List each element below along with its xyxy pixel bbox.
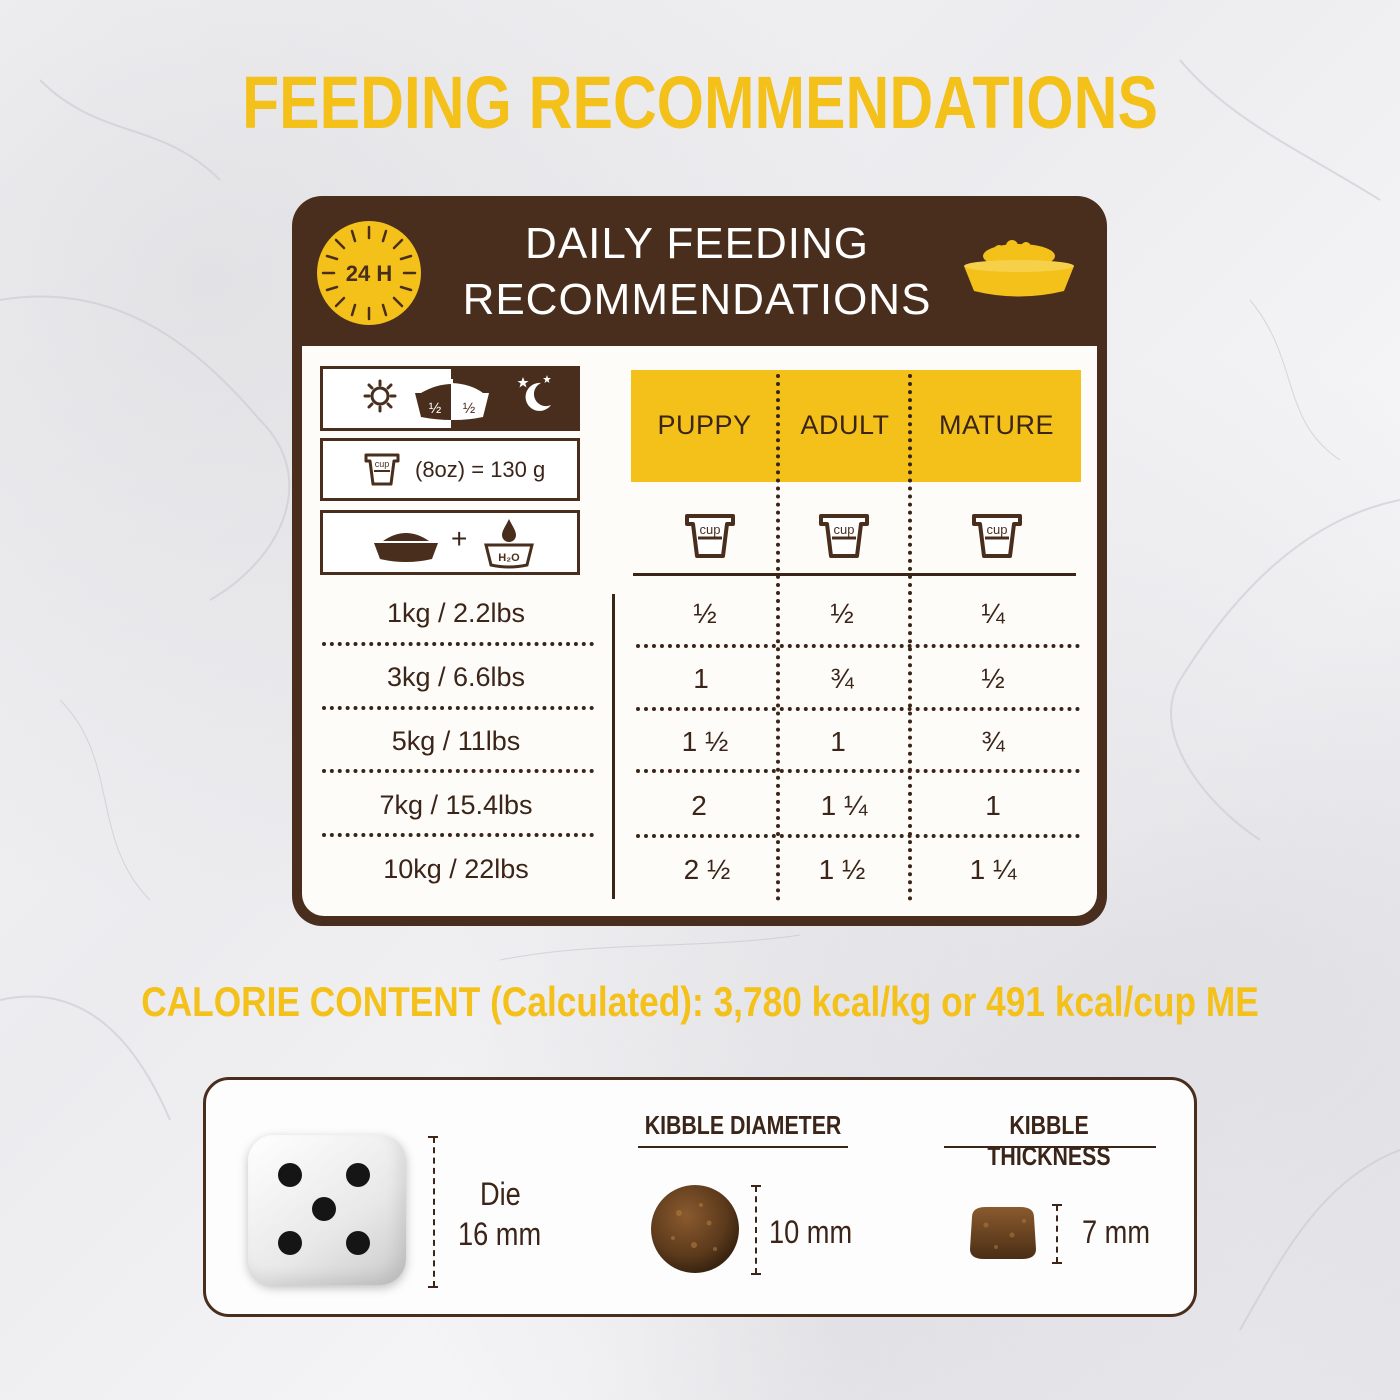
mature-cup-icon: cup <box>972 514 1022 558</box>
split-label-left: ½ <box>429 400 442 417</box>
weight-row-3: 5kg / 11lbs <box>391 726 521 756</box>
cup-icon: cup <box>364 453 400 486</box>
24h-clock-icon: 24 H <box>317 221 421 325</box>
cup-conversion: (8oz) = 130 g <box>415 457 546 482</box>
column-mature: MATURE <box>939 410 1054 440</box>
kibble-size-card: Die 16 mm KIBBLE DIAMETER 10 mm KIBBLE T… <box>203 1077 1197 1317</box>
kibble-diameter-image <box>651 1185 739 1273</box>
column-adult: ADULT <box>800 410 890 440</box>
table-heading-line1: DAILY FEEDING <box>525 219 869 268</box>
cell-mature-5: 1 ¼ <box>969 854 1017 885</box>
cell-puppy-2: 1 <box>693 663 709 694</box>
plus-sign: + <box>451 523 468 554</box>
feeding-table-card: 24 H DAILY FEEDING RECOMMENDATIONS <box>292 196 1107 926</box>
column-header-band <box>631 370 1081 482</box>
svg-text:cup: cup <box>987 522 1008 537</box>
legend-water-box: + H₂O <box>320 510 580 575</box>
die-pip <box>346 1163 370 1187</box>
cell-adult-2: ¾ <box>830 663 854 694</box>
thickness-measure-cap <box>1052 1204 1062 1206</box>
row-divider <box>322 642 594 646</box>
die-pip <box>278 1231 302 1255</box>
diameter-underline <box>638 1146 848 1148</box>
thickness-underline <box>944 1146 1156 1148</box>
cell-puppy-5: 2 ½ <box>683 854 731 885</box>
cell-puppy-3: 1 ½ <box>681 726 729 757</box>
die-measure-cap <box>428 1136 438 1138</box>
calorie-content: CALORIE CONTENT (Calculated): 3,780 kcal… <box>141 978 1259 1025</box>
legend-split-box: ½ ½ <box>320 366 580 431</box>
die-measure-cap <box>428 1286 438 1288</box>
sun-icon <box>363 379 397 413</box>
cell-mature-3: ¾ <box>981 726 1005 757</box>
water-bowl-icon: H₂O <box>484 519 534 569</box>
row-divider <box>636 769 1080 773</box>
row-divider <box>636 644 1080 648</box>
adult-cup-icon: cup <box>819 514 869 558</box>
kibble-thickness-heading: KIBBLE THICKNESS <box>987 1110 1111 1171</box>
feeding-table: ½ ½ cup (8oz) = 130 g + <box>302 346 1097 916</box>
thickness-measure-line <box>1056 1205 1058 1263</box>
weight-row-2: 3kg / 6.6lbs <box>386 662 526 692</box>
weight-row-4: 7kg / 15.4lbs <box>379 790 533 820</box>
kibble-thickness-value: 7 mm <box>1082 1214 1150 1250</box>
cell-adult-3: 1 <box>830 726 846 757</box>
diameter-measure-line <box>755 1186 757 1274</box>
table-heading: DAILY FEEDING RECOMMENDATIONS <box>442 216 952 328</box>
cell-adult-5: 1 ½ <box>818 854 866 885</box>
kibble-thickness-image <box>970 1207 1036 1259</box>
badge-text: 24 H <box>346 261 392 286</box>
page-title: FEEDING RECOMMENDATIONS <box>242 61 1158 144</box>
svg-text:cup: cup <box>700 522 721 537</box>
die-size: 16 mm <box>458 1216 542 1252</box>
svg-text:cup: cup <box>375 459 390 469</box>
thickness-measure-cap <box>1052 1262 1062 1264</box>
die-image <box>248 1135 406 1285</box>
svg-text:cup: cup <box>834 522 855 537</box>
kibble-diameter-heading: KIBBLE DIAMETER <box>644 1110 842 1140</box>
kibble-diameter-value: 10 mm <box>769 1214 853 1250</box>
split-label-right: ½ <box>463 400 476 417</box>
cell-mature-2: ½ <box>981 663 1005 694</box>
row-divider <box>322 706 594 710</box>
weight-divider <box>612 594 615 899</box>
diameter-measure-cap <box>751 1185 761 1187</box>
row-divider <box>322 833 594 837</box>
diameter-measure-cap <box>751 1273 761 1275</box>
header-divider <box>633 573 1076 576</box>
svg-text:H₂O: H₂O <box>498 552 520 564</box>
puppy-cup-icon: cup <box>685 514 735 558</box>
row-divider <box>636 707 1080 711</box>
cell-mature-4: 1 <box>985 790 1001 821</box>
cell-mature-1: ¼ <box>981 598 1005 629</box>
weight-row-1: 1kg / 2.2lbs <box>386 598 526 628</box>
die-measure-line <box>433 1137 435 1287</box>
moon-stars-icon <box>517 375 551 411</box>
die-label: Die <box>480 1176 521 1212</box>
cell-adult-4: 1 ¼ <box>820 790 868 821</box>
table-heading-line2: RECOMMENDATIONS <box>462 275 932 324</box>
column-divider-1 <box>776 374 780 901</box>
column-divider-2 <box>908 374 912 901</box>
legend-cup-box: cup (8oz) = 130 g <box>320 438 580 501</box>
die-pip <box>312 1197 336 1221</box>
food-bowl-icon <box>964 240 1074 297</box>
weight-row-5: 10kg / 22lbs <box>383 854 529 884</box>
die-pip <box>278 1163 302 1187</box>
row-divider <box>636 834 1080 838</box>
cell-adult-1: ½ <box>830 598 854 629</box>
die-pip <box>346 1231 370 1255</box>
column-puppy: PUPPY <box>657 410 752 440</box>
split-bowl-icon: ½ ½ <box>415 379 489 420</box>
row-divider <box>322 769 594 773</box>
dry-food-bowl-icon <box>374 533 438 562</box>
cell-puppy-1: ½ <box>693 598 717 629</box>
cell-puppy-4: 2 <box>691 790 707 821</box>
